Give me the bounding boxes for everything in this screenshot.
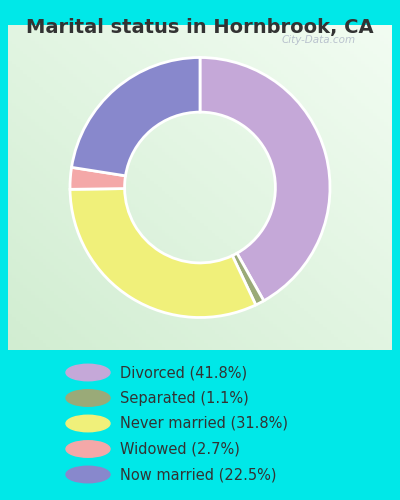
Text: City-Data.com: City-Data.com xyxy=(282,35,356,45)
Text: Widowed (2.7%): Widowed (2.7%) xyxy=(120,442,240,456)
Wedge shape xyxy=(72,58,200,176)
Circle shape xyxy=(66,390,110,406)
Text: Never married (31.8%): Never married (31.8%) xyxy=(120,416,288,431)
Circle shape xyxy=(66,415,110,432)
Circle shape xyxy=(66,441,110,457)
Wedge shape xyxy=(200,58,330,301)
Wedge shape xyxy=(232,253,264,305)
Text: Separated (1.1%): Separated (1.1%) xyxy=(120,390,249,406)
Text: Now married (22.5%): Now married (22.5%) xyxy=(120,467,276,482)
Text: Marital status in Hornbrook, CA: Marital status in Hornbrook, CA xyxy=(26,18,374,36)
Wedge shape xyxy=(70,168,126,190)
Circle shape xyxy=(66,466,110,483)
Wedge shape xyxy=(70,188,256,318)
Circle shape xyxy=(66,364,110,381)
Text: Divorced (41.8%): Divorced (41.8%) xyxy=(120,365,247,380)
